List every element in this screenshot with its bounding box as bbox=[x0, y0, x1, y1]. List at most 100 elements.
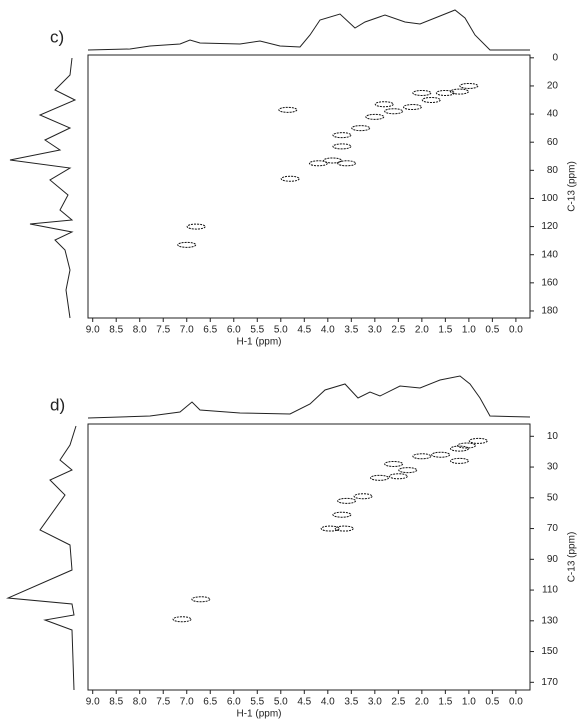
cross-peak bbox=[384, 460, 404, 467]
x-tick-label: 8.0 bbox=[133, 325, 147, 336]
top-projection bbox=[87, 375, 531, 419]
y-tick-label: 130 bbox=[541, 615, 558, 626]
cross-peak bbox=[353, 493, 373, 500]
cross-peak bbox=[468, 437, 488, 444]
cross-peak bbox=[457, 442, 477, 449]
y-tick-label: 180 bbox=[541, 306, 558, 317]
x-tick-label: 3.5 bbox=[344, 325, 358, 336]
cross-peak bbox=[374, 101, 394, 108]
x-tick-label: 0.5 bbox=[485, 325, 499, 336]
left-projection bbox=[6, 425, 77, 691]
x-tick-label: 5.5 bbox=[250, 325, 264, 336]
x-tick-label: 6.0 bbox=[227, 697, 241, 708]
x-tick-label: 6.0 bbox=[227, 325, 241, 336]
y-tick-label: 20 bbox=[547, 81, 559, 92]
x-tick-label: 6.5 bbox=[203, 325, 217, 336]
x-axis-label: H-1 (ppm) bbox=[236, 709, 281, 720]
x-tick-label: 8.5 bbox=[109, 697, 123, 708]
x-tick-label: 2.5 bbox=[391, 697, 405, 708]
x-tick-label: 2.0 bbox=[415, 325, 429, 336]
cross-peak bbox=[191, 596, 211, 603]
x-tick-label: 9.0 bbox=[86, 325, 100, 336]
y-tick-label: 90 bbox=[547, 554, 559, 565]
y-axis-label: C-13 (ppm) bbox=[567, 532, 578, 583]
x-tick-label: 2.5 bbox=[391, 325, 405, 336]
plot-frame bbox=[87, 423, 531, 691]
x-tick-label: 3.5 bbox=[344, 697, 358, 708]
x-tick-label: 1.0 bbox=[462, 325, 476, 336]
x-tick-label: 5.0 bbox=[274, 325, 288, 336]
x-tick-label: 4.5 bbox=[297, 697, 311, 708]
cross-peak bbox=[384, 108, 404, 115]
cross-peak bbox=[172, 616, 192, 623]
cross-peak bbox=[459, 82, 479, 89]
x-tick-label: 0.0 bbox=[509, 325, 523, 336]
y-axis-label: C-13 (ppm) bbox=[567, 161, 578, 212]
cross-peak bbox=[370, 474, 390, 481]
x-tick-label: 3.0 bbox=[368, 697, 382, 708]
cross-peak bbox=[435, 89, 455, 96]
x-tick-label: 7.5 bbox=[156, 697, 170, 708]
cross-peak bbox=[402, 104, 422, 111]
y-tick-label: 60 bbox=[547, 137, 559, 148]
y-tick-label: 70 bbox=[547, 523, 559, 534]
x-tick-label: 5.5 bbox=[250, 697, 264, 708]
y-tick-label: 150 bbox=[541, 646, 558, 657]
x-tick-label: 1.0 bbox=[462, 697, 476, 708]
panel-label: d) bbox=[50, 395, 65, 414]
plot-frame bbox=[87, 54, 531, 319]
x-tick-label: 1.5 bbox=[438, 697, 452, 708]
y-tick-label: 50 bbox=[547, 492, 559, 503]
x-tick-label: 9.0 bbox=[86, 697, 100, 708]
x-tick-label: 4.0 bbox=[321, 697, 335, 708]
x-tick-label: 8.5 bbox=[109, 325, 123, 336]
cross-peak bbox=[412, 453, 432, 460]
cross-peak bbox=[337, 160, 357, 167]
cross-peak bbox=[323, 157, 343, 164]
y-tick-label: 140 bbox=[541, 249, 558, 260]
y-tick-label: 80 bbox=[547, 165, 559, 176]
panel-label: c) bbox=[50, 27, 64, 46]
x-tick-label: 3.0 bbox=[368, 325, 382, 336]
top-projection bbox=[87, 9, 530, 51]
cross-peak bbox=[365, 113, 385, 120]
y-tick-label: 110 bbox=[542, 585, 558, 596]
x-tick-label: 7.0 bbox=[180, 697, 194, 708]
cross-peak bbox=[431, 451, 451, 458]
x-tick-label: 6.5 bbox=[203, 697, 217, 708]
x-tick-label: 0.5 bbox=[485, 697, 499, 708]
x-tick-label: 7.0 bbox=[180, 325, 194, 336]
x-tick-label: 0.0 bbox=[509, 697, 523, 708]
x-tick-label: 5.0 bbox=[274, 697, 288, 708]
y-tick-label: 160 bbox=[541, 277, 558, 288]
y-tick-label: 40 bbox=[547, 109, 559, 120]
y-tick-label: 100 bbox=[541, 193, 558, 204]
x-tick-label: 4.0 bbox=[321, 325, 335, 336]
cross-peak bbox=[334, 525, 354, 532]
y-tick-label: 30 bbox=[547, 462, 559, 473]
cross-peak bbox=[412, 89, 432, 96]
cross-peak bbox=[320, 525, 340, 532]
x-tick-label: 7.5 bbox=[156, 325, 170, 336]
cross-peak bbox=[421, 97, 441, 104]
cross-peak bbox=[449, 88, 469, 95]
cross-peak bbox=[337, 497, 357, 504]
x-axis-label: H-1 (ppm) bbox=[236, 337, 281, 348]
cross-peak bbox=[398, 467, 418, 474]
cross-peak bbox=[280, 175, 300, 182]
cross-peak bbox=[186, 223, 206, 230]
y-tick-label: 120 bbox=[541, 221, 558, 232]
cross-peak bbox=[332, 511, 352, 518]
cross-peak bbox=[449, 445, 469, 452]
cross-peak bbox=[351, 125, 371, 132]
cross-peak bbox=[332, 132, 352, 139]
cross-peak bbox=[332, 143, 352, 150]
cross-peak bbox=[308, 160, 328, 167]
x-tick-label: 4.5 bbox=[297, 325, 311, 336]
cross-peak bbox=[177, 241, 197, 248]
cross-peak bbox=[278, 106, 298, 113]
y-tick-label: 170 bbox=[541, 677, 558, 688]
x-tick-label: 1.5 bbox=[438, 325, 452, 336]
cross-peak bbox=[388, 473, 408, 480]
